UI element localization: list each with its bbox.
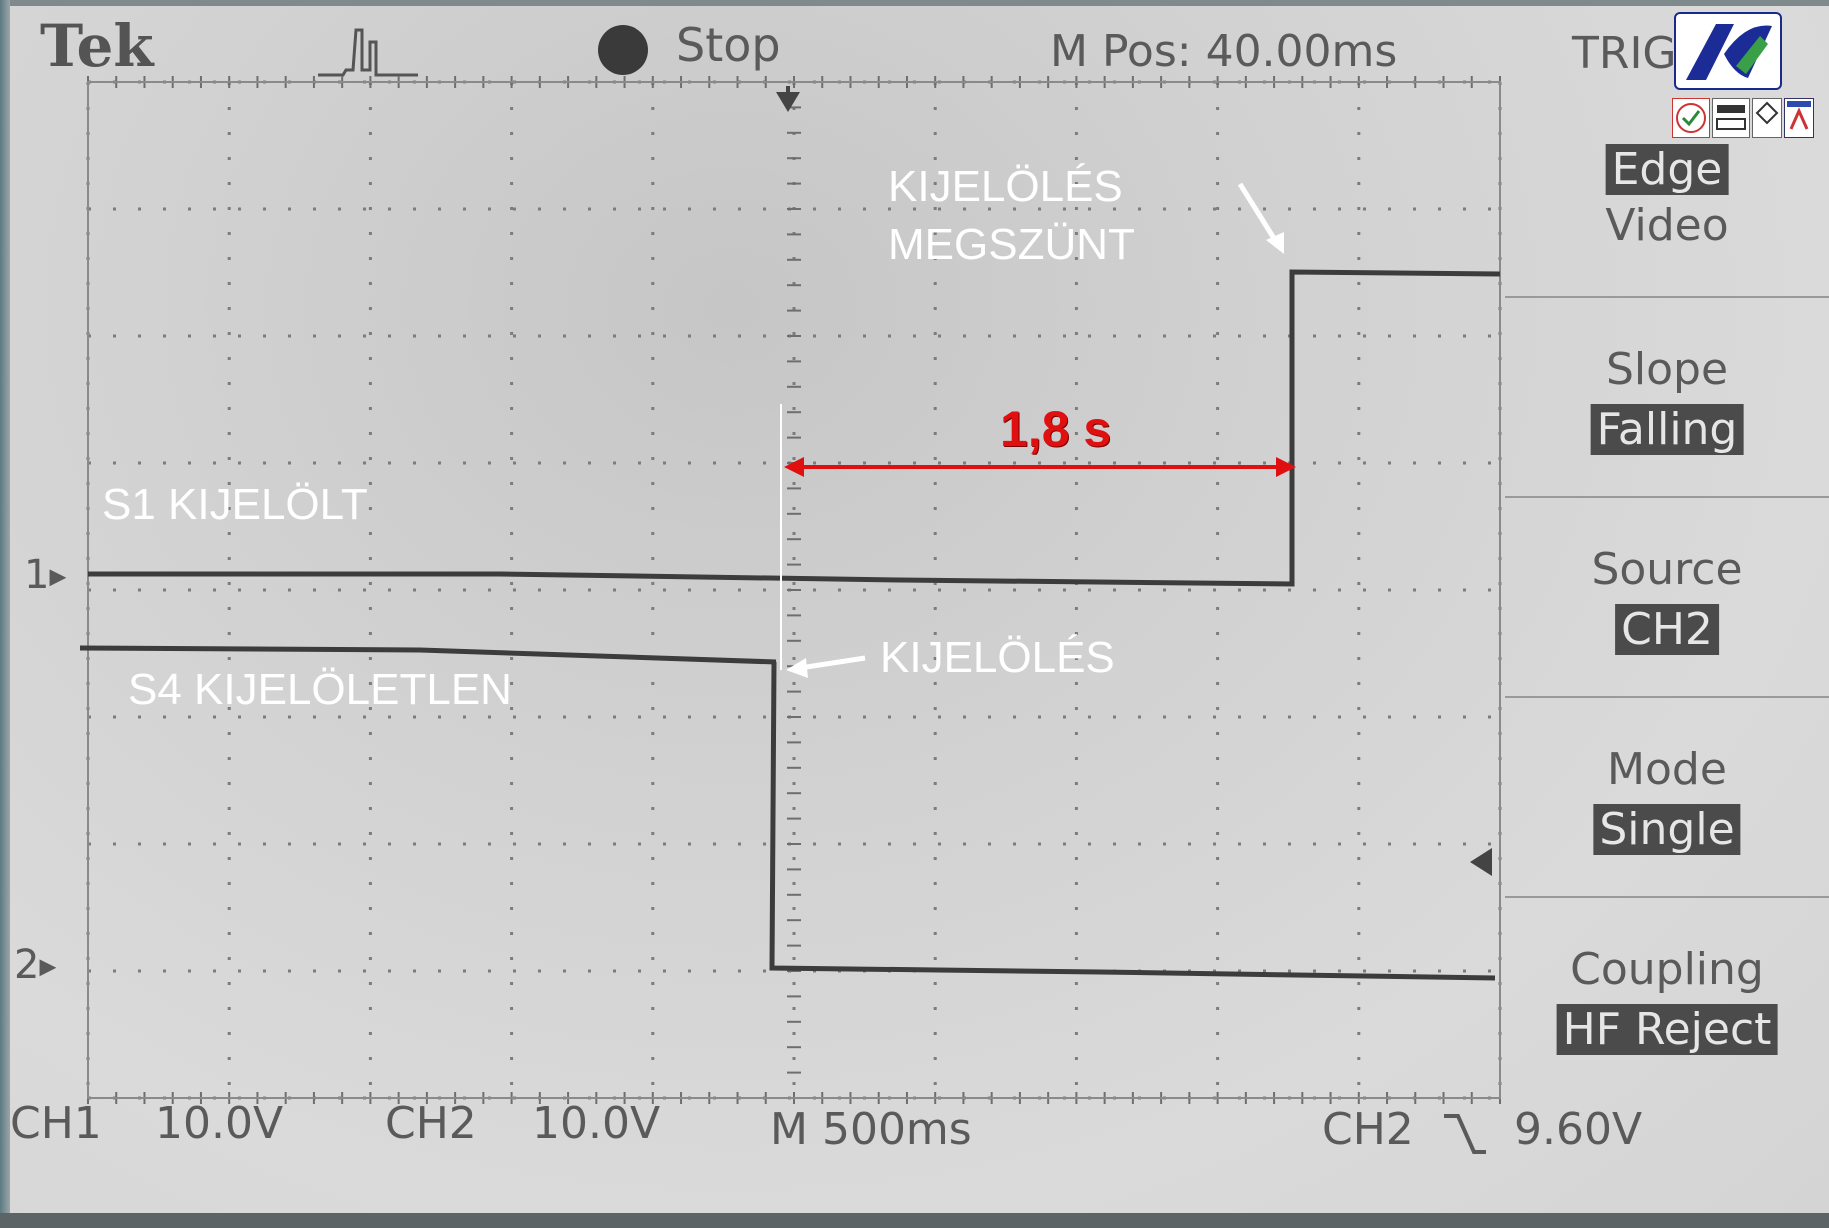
menu-source[interactable]: Source CH2: [1505, 496, 1829, 694]
trigger-position-marker: [776, 92, 800, 112]
trigger-level-readout: 9.60V: [1514, 1104, 1643, 1155]
ch2-marker: 2▶: [14, 942, 57, 988]
ch2-waveform: [79, 645, 1496, 981]
menu-source-label: Source: [1591, 544, 1743, 595]
menu-coupling-value: HF Reject: [1556, 1004, 1778, 1055]
menu-coupling[interactable]: Coupling HF Reject: [1505, 896, 1829, 1094]
select-arrow: [786, 655, 866, 678]
s4-annotation: S4 KIJELÖLETLEN: [128, 665, 512, 714]
deselect-annotation-line1: KIJELÖLÉS: [888, 162, 1123, 211]
menu-slope-label: Slope: [1605, 344, 1729, 395]
cert-badge-1: [1672, 98, 1710, 138]
horizontal-position: M Pos: 40.00ms: [1050, 26, 1398, 77]
menu-mode[interactable]: Mode Single: [1505, 696, 1829, 894]
trigger-level-marker: [1470, 848, 1492, 876]
ch1-label: CH1: [10, 1098, 102, 1149]
menu-slope-value: Falling: [1590, 404, 1744, 455]
ch2-label: CH2: [385, 1098, 477, 1149]
trigger-side-menu: Edge Video Slope Falling Source CH2 Mode…: [1505, 100, 1829, 1100]
cert-badge-4: [1784, 98, 1814, 138]
ch2-scale: 10.0V: [532, 1098, 661, 1149]
deselect-annotation-line2: MEGSZÜNT: [888, 220, 1135, 269]
menu-mode-value: Single: [1593, 804, 1741, 855]
company-logo: [1674, 12, 1782, 90]
cert-badge-3: [1752, 98, 1782, 138]
graticule-border: [87, 81, 1501, 1099]
frame-top: [0, 0, 1829, 6]
ch1-marker: 1▶: [24, 552, 67, 598]
menu-source-value: CH2: [1615, 604, 1719, 655]
frame-bottom: [0, 1213, 1829, 1228]
brand-label: Tek: [40, 12, 154, 80]
deselect-arrow: [1237, 182, 1284, 254]
menu-coupling-label: Coupling: [1570, 944, 1764, 995]
frame-left: [0, 0, 10, 1228]
trigger-source-readout: CH2: [1322, 1104, 1414, 1155]
ch1-marker-label: 1: [24, 552, 50, 598]
interval-arrow: [784, 457, 1296, 477]
menu-slope[interactable]: Slope Falling: [1505, 296, 1829, 494]
menu-type[interactable]: Edge Video: [1505, 100, 1829, 296]
acquisition-status-icon: [598, 25, 648, 75]
ch1-scale: 10.0V: [155, 1098, 284, 1149]
ch2-marker-label: 2: [14, 942, 40, 988]
cert-badge-2: [1712, 98, 1750, 138]
ch1-waveform: [88, 269, 1501, 587]
select-annotation: KIJELÖLÉS: [880, 633, 1115, 682]
menu-mode-label: Mode: [1607, 744, 1727, 795]
s1-annotation: S1 KIJELÖLT: [102, 480, 368, 529]
interval-label: 1,8 s: [1000, 401, 1112, 457]
acquisition-status: Stop: [676, 18, 781, 72]
trigger-waveform-icon: [318, 28, 418, 77]
timebase: M 500ms: [770, 1104, 972, 1155]
menu-type-other: Video: [1605, 200, 1729, 251]
trigger-menu-title: TRIG: [1572, 28, 1677, 79]
falling-edge-icon: [1444, 1114, 1486, 1154]
menu-type-selected: Edge: [1605, 144, 1729, 195]
